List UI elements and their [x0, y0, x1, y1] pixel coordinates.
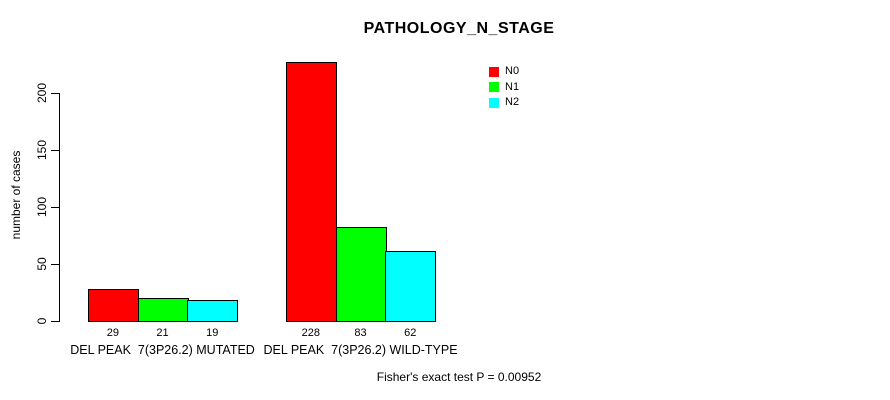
y-tick-label: 50: [35, 257, 49, 271]
bar-value-label: 228: [301, 327, 321, 339]
y-tick-mark: [51, 264, 59, 265]
y-tick-mark: [51, 207, 59, 208]
y-axis-label: number of cases: [9, 150, 23, 240]
chart-title: PATHOLOGY_N_STAGE: [363, 20, 555, 37]
bar-value-label: 62: [404, 327, 417, 339]
bar-N1-group1: [138, 298, 189, 322]
legend-label: N1: [505, 80, 520, 93]
y-tick-mark: [51, 321, 59, 322]
bar-value-label: 19: [206, 327, 219, 339]
bar-N0-group2: [286, 62, 337, 322]
legend: N0 N1 N2: [489, 64, 519, 111]
y-tick-label: 200: [35, 82, 49, 104]
legend-label: N2: [505, 96, 520, 109]
y-tick-label: 100: [35, 196, 49, 218]
legend-row-N2: N2: [489, 95, 519, 111]
legend-swatch-N0: [489, 66, 499, 77]
stat-test-annotation: Fisher's exact test P = 0.00952: [376, 370, 542, 384]
x-category-label: DEL PEAK 7(3P26.2) MUTATED: [70, 343, 255, 357]
bar-value-label: 83: [354, 327, 367, 339]
legend-row-N0: N0: [489, 64, 519, 80]
bar-N0-group1: [88, 289, 139, 322]
y-tick-mark: [51, 93, 59, 94]
legend-row-N1: N1: [489, 80, 519, 96]
y-tick-label: 0: [35, 317, 49, 325]
bar-N2-group1: [187, 300, 238, 322]
y-tick-mark: [51, 150, 59, 151]
bar-value-label: 21: [156, 327, 169, 339]
y-tick-label: 150: [35, 139, 49, 161]
bar-value-label: 29: [106, 327, 119, 339]
legend-swatch-N2: [489, 97, 499, 108]
x-category-label: DEL PEAK 7(3P26.2) WILD-TYPE: [263, 343, 458, 357]
legend-swatch-N1: [489, 82, 499, 93]
y-axis-line: [59, 93, 60, 322]
bar-N2-group2: [385, 251, 436, 322]
bar-N1-group2: [336, 227, 387, 322]
legend-label: N0: [505, 65, 520, 78]
